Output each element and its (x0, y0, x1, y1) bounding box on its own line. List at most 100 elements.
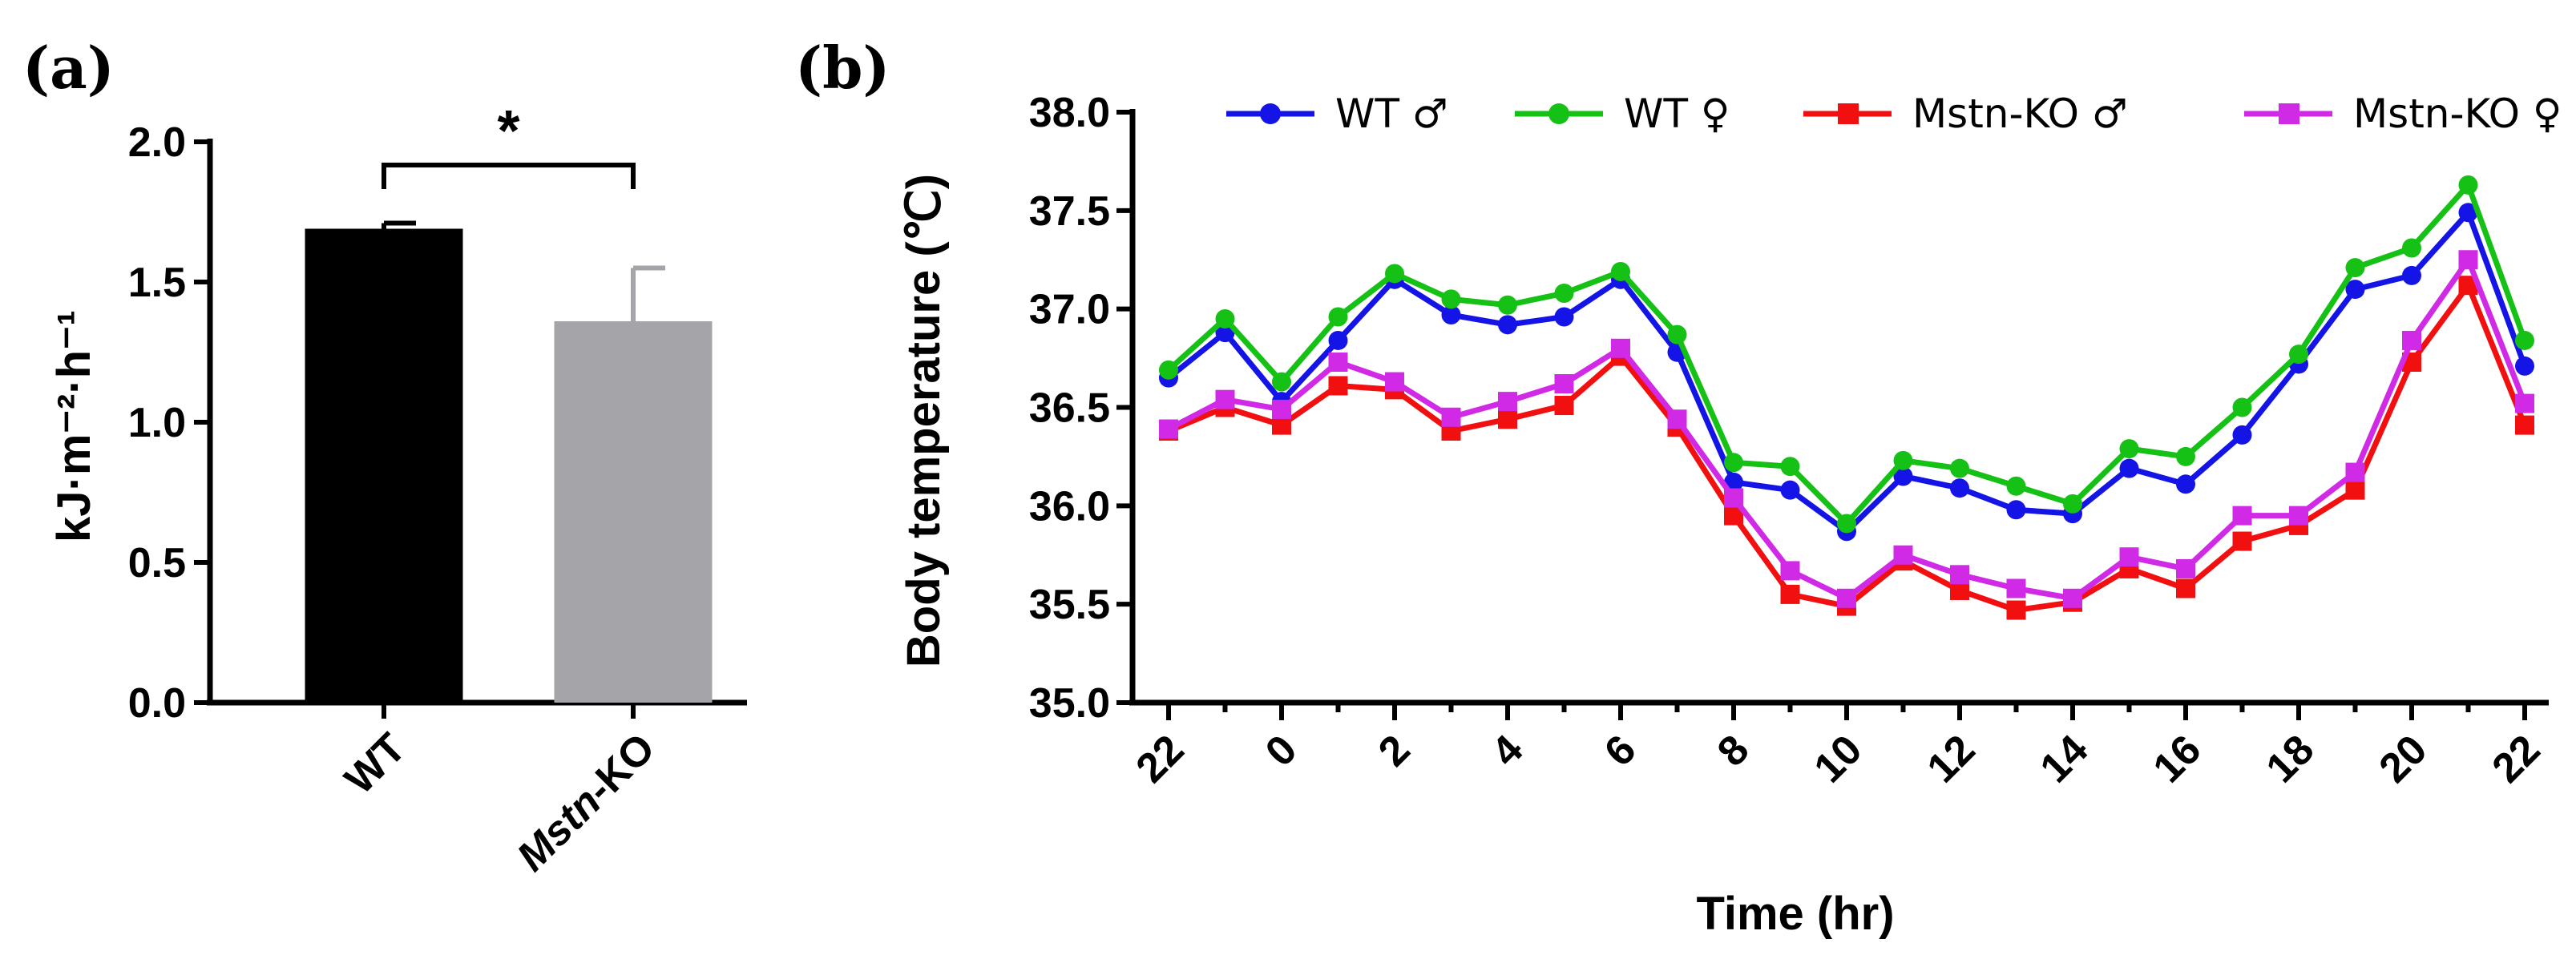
data-point (1611, 261, 1630, 281)
series-line (1166, 182, 2528, 526)
line-chart-y-axis-title: Body temperature (℃) (898, 174, 950, 667)
data-point (1893, 466, 1913, 486)
data-point (1441, 305, 1461, 325)
data-point (2345, 258, 2365, 278)
data-point (2458, 203, 2478, 223)
data-point (2176, 558, 2195, 578)
line-chart-y-ticks: 35.0 35.5 36.0 36.5 37.0 37.5 38.0 (1029, 90, 1133, 727)
line-chart-x-tick-label: 8 (1709, 726, 1758, 775)
line-chart-y-tick-label: 36.0 (1029, 483, 1110, 530)
data-point (1159, 419, 1178, 439)
line-chart-y-tick-label: 35.0 (1029, 680, 1110, 727)
data-point (2006, 578, 2026, 598)
line-chart-y-tick-label: 38.0 (1029, 90, 1110, 136)
data-point (1950, 478, 1969, 498)
line-chart-x-ticks: 22 0 2 4 6 8 10 12 14 16 18 20 22 (1128, 703, 2550, 792)
panel-a-label: (a) (22, 34, 115, 102)
line-chart-x-tick-label: 0 (1257, 726, 1306, 775)
panel-b-label: (b) (795, 34, 890, 102)
bar-chart-y-tick-label: 1.0 (128, 400, 186, 446)
bar-chart-y-tick-label: 0.0 (128, 680, 186, 727)
legend-label: Mstn-KO ♀ (2353, 91, 2562, 137)
data-point (1554, 284, 1574, 304)
data-point (1498, 392, 1517, 412)
data-point (1667, 409, 1687, 429)
data-point (1554, 396, 1574, 416)
data-point (2063, 588, 2082, 608)
bar-chart-y-axis-title: kJ·m⁻²·h⁻¹ (48, 310, 100, 542)
bar-chart-x-tick-label: WT (336, 724, 414, 803)
significance-bracket-line (382, 163, 636, 189)
data-point (1837, 588, 1856, 608)
line-chart-x-axis-title: Time (hr) (1696, 888, 1894, 940)
data-point (1554, 374, 1574, 394)
line-chart-y-tick-label: 35.5 (1029, 582, 1110, 628)
data-point (2515, 330, 2534, 350)
data-point (2063, 494, 2082, 514)
data-point (2515, 393, 2534, 413)
data-point (2176, 474, 2195, 494)
data-point (1837, 514, 1856, 534)
data-point (1498, 409, 1517, 429)
data-point (1724, 488, 1743, 508)
data-point (1950, 565, 1969, 585)
data-point (2402, 238, 2421, 258)
bar-chart-y-ticks: 0.0 0.5 1.0 1.5 2.0 (128, 119, 210, 727)
data-point (2458, 175, 2478, 195)
series-line (1167, 256, 2528, 602)
data-point (2119, 458, 2139, 478)
bar-chart-y-tick-label: 0.5 (128, 540, 186, 586)
data-point (1780, 561, 1800, 581)
legend: WT ♂ WT ♀ Mstn-KO ♂ Mstn-KO ♀ (1226, 91, 2562, 137)
data-point (1950, 458, 1969, 478)
category-label-part: WT (336, 724, 414, 803)
data-point (1893, 545, 1913, 565)
legend-label: WT ♂ (1335, 91, 1448, 137)
line-chart-y-tick-label: 37.5 (1029, 188, 1110, 235)
data-point (2006, 600, 2026, 620)
data-point (2176, 446, 2195, 466)
line-chart: 35.0 35.5 36.0 36.5 37.0 37.5 38.0 22 0 2 4 6 8 10 12… (898, 90, 2562, 940)
data-point (1498, 315, 1517, 335)
bar-chart-x-labels: WT Mstn-KO (336, 703, 664, 880)
data-point (1780, 480, 1800, 500)
bar-chart-x-tick-label: Mstn-KO (508, 724, 664, 880)
legend-marker (1548, 103, 1569, 124)
data-point (1272, 372, 1291, 392)
data-point (1159, 360, 1178, 380)
data-point (2402, 265, 2421, 285)
line-chart-y-tick-label: 36.5 (1029, 385, 1110, 432)
data-point (1611, 338, 1630, 358)
data-point (1498, 295, 1517, 315)
series-4 (1159, 250, 2534, 608)
data-point (2458, 250, 2478, 270)
data-point (2289, 345, 2308, 365)
legend-item-1: WT ♂ (1226, 91, 1448, 137)
data-point (1724, 453, 1743, 473)
data-point (1385, 372, 1404, 392)
legend-marker (1838, 103, 1859, 124)
data-point (2289, 506, 2308, 526)
data-point (2006, 500, 2026, 520)
data-point (1328, 307, 1348, 327)
data-point (1441, 289, 1461, 309)
line-chart-y-tick-label: 37.0 (1029, 287, 1110, 333)
line-chart-x-tick-label: 22 (2484, 726, 2550, 792)
line-chart-x-tick-label: 18 (2258, 726, 2324, 792)
line-chart-x-tick-label: 12 (1919, 726, 1984, 792)
legend-label: WT ♀ (1624, 91, 1730, 137)
bar-chart-y-tick-label: 2.0 (128, 119, 186, 166)
line-chart-x-tick-label: 6 (1596, 726, 1645, 775)
significance-star: * (497, 99, 519, 163)
legend-label: Mstn-KO ♂ (1912, 91, 2128, 137)
bar-chart-y-tick-label: 1.5 (128, 260, 186, 306)
data-point (1441, 407, 1461, 427)
data-point (2232, 531, 2252, 551)
data-point (2402, 330, 2421, 350)
data-point (1554, 307, 1574, 327)
data-point (1328, 330, 1348, 350)
series-2 (1159, 175, 2534, 534)
data-point (1215, 308, 1235, 328)
line-chart-x-tick-label: 14 (2032, 726, 2098, 792)
